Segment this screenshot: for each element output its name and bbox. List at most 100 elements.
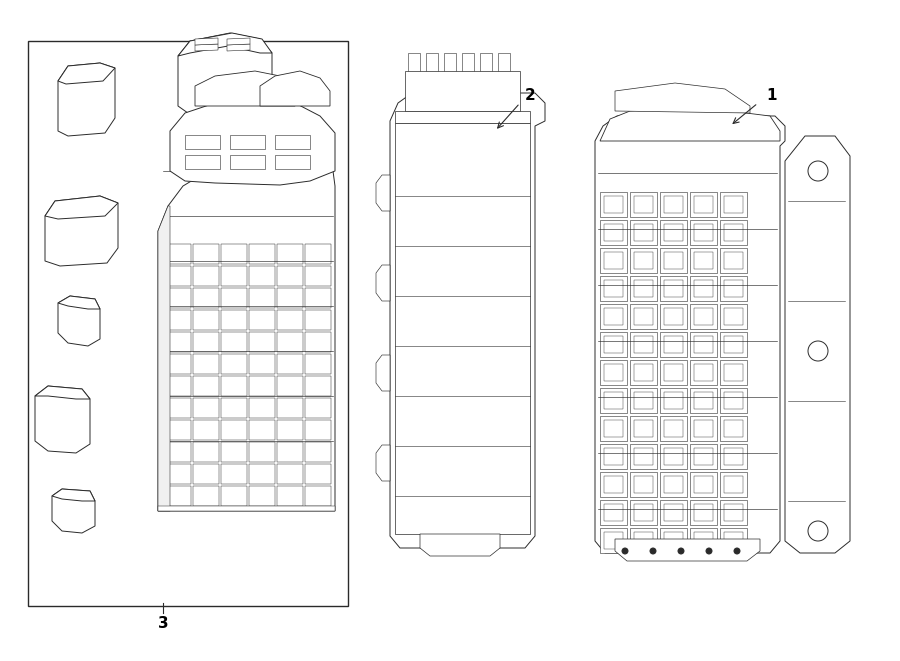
Polygon shape bbox=[158, 206, 170, 511]
Bar bbox=[694, 420, 713, 437]
Bar bbox=[724, 280, 743, 297]
Bar bbox=[694, 448, 713, 465]
Polygon shape bbox=[376, 355, 390, 391]
Bar bbox=[193, 376, 219, 396]
Bar bbox=[660, 472, 687, 497]
Circle shape bbox=[678, 548, 684, 554]
Bar bbox=[193, 310, 219, 330]
Bar bbox=[690, 388, 717, 413]
Bar bbox=[275, 155, 310, 169]
Bar bbox=[305, 332, 331, 352]
Bar bbox=[277, 420, 303, 440]
Bar bbox=[694, 532, 713, 549]
Bar bbox=[185, 155, 220, 169]
Polygon shape bbox=[498, 53, 510, 71]
Bar bbox=[249, 486, 275, 506]
Polygon shape bbox=[227, 44, 250, 51]
Bar bbox=[634, 364, 653, 381]
Bar bbox=[193, 266, 219, 286]
Bar bbox=[305, 442, 331, 462]
Bar bbox=[634, 252, 653, 269]
Polygon shape bbox=[227, 38, 250, 45]
Bar bbox=[634, 420, 653, 437]
Bar bbox=[664, 336, 683, 353]
Bar bbox=[604, 476, 623, 493]
Bar bbox=[604, 448, 623, 465]
Polygon shape bbox=[480, 53, 492, 71]
Bar bbox=[634, 476, 653, 493]
Bar bbox=[193, 244, 219, 264]
Bar bbox=[193, 442, 219, 462]
Bar bbox=[664, 476, 683, 493]
Bar bbox=[664, 392, 683, 409]
Bar bbox=[600, 220, 627, 245]
Polygon shape bbox=[615, 83, 750, 113]
Bar bbox=[694, 392, 713, 409]
Bar bbox=[720, 416, 747, 441]
Bar bbox=[165, 420, 191, 440]
Polygon shape bbox=[170, 99, 335, 185]
Bar bbox=[724, 336, 743, 353]
Bar bbox=[724, 224, 743, 241]
Bar bbox=[305, 398, 331, 418]
Bar bbox=[165, 244, 191, 264]
Polygon shape bbox=[595, 116, 785, 553]
Bar bbox=[185, 135, 220, 149]
Bar bbox=[604, 392, 623, 409]
Bar bbox=[664, 420, 683, 437]
Bar bbox=[630, 500, 657, 525]
Bar bbox=[660, 416, 687, 441]
Bar bbox=[221, 376, 247, 396]
Bar bbox=[604, 308, 623, 325]
Bar bbox=[604, 504, 623, 521]
Bar bbox=[664, 504, 683, 521]
Bar bbox=[630, 472, 657, 497]
Polygon shape bbox=[785, 136, 850, 553]
Bar bbox=[724, 420, 743, 437]
Bar bbox=[277, 442, 303, 462]
Text: 2: 2 bbox=[525, 89, 535, 104]
Bar bbox=[600, 388, 627, 413]
Bar bbox=[277, 486, 303, 506]
Polygon shape bbox=[462, 53, 474, 71]
Bar bbox=[249, 354, 275, 374]
Bar bbox=[664, 280, 683, 297]
Bar bbox=[690, 192, 717, 217]
Polygon shape bbox=[376, 265, 390, 301]
Bar bbox=[630, 220, 657, 245]
Bar bbox=[660, 388, 687, 413]
Bar bbox=[724, 308, 743, 325]
Bar bbox=[720, 248, 747, 273]
Bar bbox=[604, 196, 623, 213]
Bar bbox=[604, 224, 623, 241]
Bar bbox=[249, 464, 275, 484]
Bar bbox=[221, 420, 247, 440]
Bar bbox=[630, 248, 657, 273]
Bar bbox=[600, 304, 627, 329]
Bar bbox=[630, 388, 657, 413]
Polygon shape bbox=[158, 506, 335, 511]
Bar bbox=[604, 336, 623, 353]
Bar bbox=[664, 364, 683, 381]
Bar bbox=[694, 504, 713, 521]
Polygon shape bbox=[178, 33, 272, 118]
Bar bbox=[690, 332, 717, 357]
Bar bbox=[720, 220, 747, 245]
Bar bbox=[630, 276, 657, 301]
Circle shape bbox=[650, 548, 656, 554]
Bar bbox=[634, 448, 653, 465]
Bar bbox=[221, 442, 247, 462]
Bar bbox=[28, 41, 348, 606]
Bar bbox=[604, 252, 623, 269]
Bar bbox=[600, 444, 627, 469]
Bar bbox=[277, 464, 303, 484]
Bar bbox=[660, 500, 687, 525]
Polygon shape bbox=[195, 38, 218, 45]
Bar bbox=[660, 304, 687, 329]
Bar bbox=[724, 392, 743, 409]
Bar bbox=[630, 528, 657, 553]
Circle shape bbox=[808, 521, 828, 541]
Polygon shape bbox=[405, 71, 520, 111]
Bar bbox=[630, 192, 657, 217]
Bar bbox=[690, 276, 717, 301]
